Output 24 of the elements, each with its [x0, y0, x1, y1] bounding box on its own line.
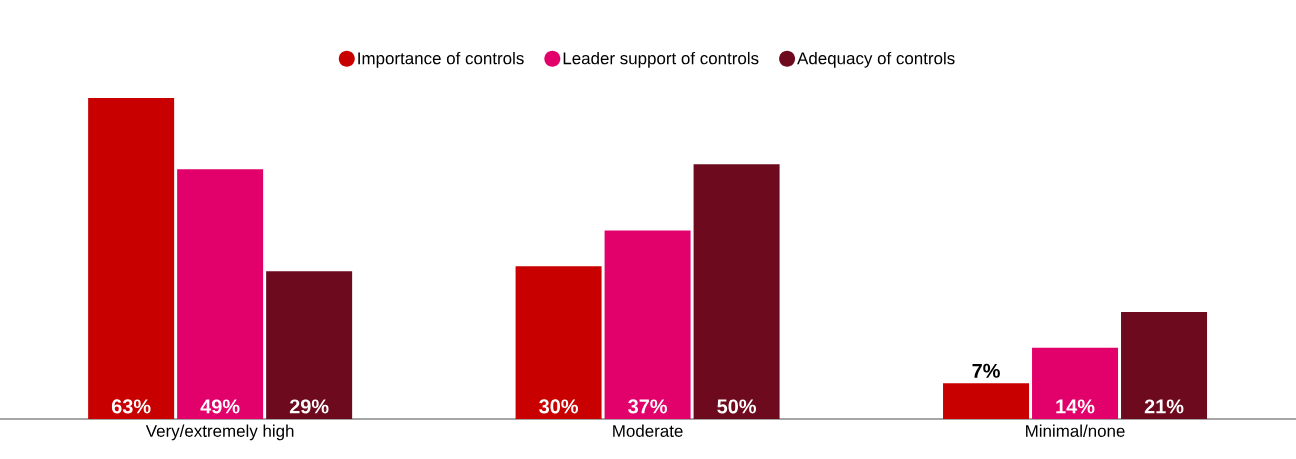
legend-label: Importance of controls [358, 51, 524, 68]
data-label: 37% [628, 399, 667, 414]
bar [1121, 311, 1208, 419]
x-tick-label: Very/extremely high [145, 424, 294, 441]
legend-label: Adequacy of controls [797, 51, 955, 68]
data-label: 29% [289, 399, 329, 414]
bar [693, 164, 780, 419]
x-tick-label: Minimal/none [1026, 424, 1125, 437]
x-tick-label: Moderate [613, 424, 683, 437]
bar [1032, 347, 1119, 419]
bar [515, 266, 602, 419]
data-label: 7% [972, 363, 1000, 378]
data-label: 14% [1056, 399, 1095, 414]
data-label: 63% [111, 399, 151, 414]
bar [604, 230, 691, 419]
bar [943, 383, 1030, 419]
data-label: 50% [717, 399, 756, 414]
data-label: 21% [1144, 399, 1184, 414]
data-label: 49% [200, 399, 240, 414]
data-label: 30% [539, 399, 578, 414]
legend-label: Leader support of controls [563, 51, 759, 68]
bar [177, 169, 264, 419]
bar [88, 97, 175, 419]
bar [266, 271, 353, 419]
